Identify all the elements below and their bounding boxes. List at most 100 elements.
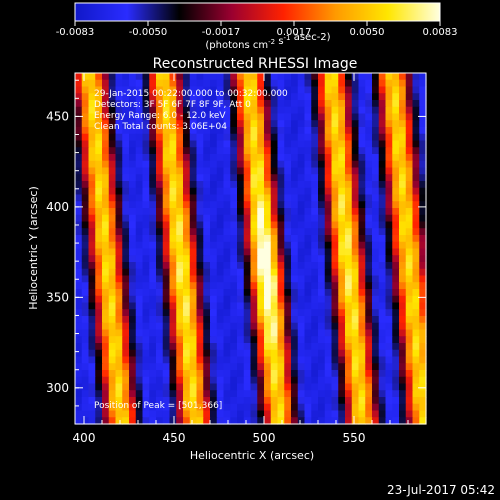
heatmap-cell [250,120,258,128]
heatmap-cell [135,376,144,385]
heatmap-cell [331,275,339,283]
heatmap-cell [419,214,427,223]
heatmap-cell [392,174,400,182]
heatmap-cell [122,403,130,412]
heatmap-cell [115,262,123,270]
heatmap-cell [392,106,400,115]
heatmap-cell [81,397,90,405]
heatmap-cell [291,248,299,256]
heatmap-cell [169,201,177,209]
heatmap-cell [102,187,110,196]
heatmap-cell [176,120,184,128]
heatmap-cell [324,322,333,331]
heatmap-cell [230,376,238,385]
heatmap-cell [183,241,191,250]
heatmap-cell [365,127,373,135]
heatmap-cell [419,295,427,304]
heatmap-cell [304,376,312,385]
heatmap-cell [223,397,231,405]
heatmap-cell [75,120,83,128]
heatmap-cell [88,181,96,189]
heatmap-cell [351,154,360,162]
heatmap-cell [378,376,387,385]
heatmap-cell [338,93,346,101]
heatmap-cell [183,255,191,263]
heatmap-cell [345,127,353,135]
heatmap-cell [331,370,339,378]
heatmap-cell [297,79,306,88]
heatmap-cell [142,316,150,324]
heatmap-cell [210,154,218,162]
heatmap-cell [81,295,90,304]
heatmap-cell [318,309,326,317]
heatmap-cell [405,106,414,115]
heatmap-cell [176,383,184,391]
heatmap-cell [115,187,123,196]
heatmap-cell [250,397,258,405]
heatmap-cell [264,309,272,317]
heatmap-cell [230,403,238,412]
heatmap-cell [304,73,312,81]
heatmap-cell [378,289,387,297]
heatmap-cell [162,235,171,243]
heatmap-cell [419,262,427,270]
heatmap-cell [169,113,177,121]
heatmap-cell [372,241,380,250]
heatmap-cell [189,100,198,108]
heatmap-cell [162,93,171,101]
heatmap-cell [412,79,420,88]
heatmap-cell [358,154,366,162]
heatmap-cell [419,397,427,405]
heatmap-cell [176,262,184,270]
heatmap-cell [108,289,117,297]
heatmap-cell [88,127,96,135]
heatmap-cell [75,228,83,236]
colorbar-tick-label: 0.0050 [350,27,385,38]
heatmap-cell [88,120,96,128]
heatmap-cell [297,248,306,256]
heatmap-cell [257,403,265,412]
heatmap-cell [331,127,339,135]
heatmap-cell [412,100,420,108]
heatmap-cell [203,289,211,297]
heatmap-cell [142,79,150,88]
heatmap-cell [284,417,292,425]
heatmap-cell [176,329,184,337]
heatmap-cell [311,302,319,310]
heatmap-cell [102,106,110,115]
heatmap-cell [284,282,292,290]
heatmap-cell [203,228,211,236]
heatmap-cell [108,133,117,142]
heatmap-cell [412,208,420,216]
heatmap-cell [183,329,191,337]
heatmap-cell [81,147,90,155]
heatmap-cell [162,174,171,182]
heatmap-cell [183,282,191,290]
heatmap-cell [311,228,319,236]
heatmap-cell [162,127,171,135]
heatmap-cell [108,302,117,310]
heatmap-cell [372,343,380,351]
heatmap-cell [203,187,211,196]
heatmap-cell [277,329,285,337]
heatmap-cell [399,181,407,189]
colorbar [74,2,441,22]
heatmap-cell [129,93,137,101]
heatmap-cell [216,79,225,88]
heatmap-cell [270,363,279,371]
heatmap-cell [203,147,211,155]
heatmap-cell [351,309,360,317]
heatmap-cell [81,255,90,263]
heatmap-cell [122,336,130,344]
heatmap-cell [216,154,225,162]
heatmap-cell [210,417,218,425]
heatmap-cell [378,349,387,358]
heatmap-cell [250,154,258,162]
heatmap-cell [203,376,211,385]
heatmap-cell [183,268,191,277]
heatmap-cell [189,397,198,405]
heatmap-cell [365,410,373,418]
heatmap-cell [149,214,157,223]
heatmap-cell [122,221,130,229]
heatmap-cell [115,356,123,364]
